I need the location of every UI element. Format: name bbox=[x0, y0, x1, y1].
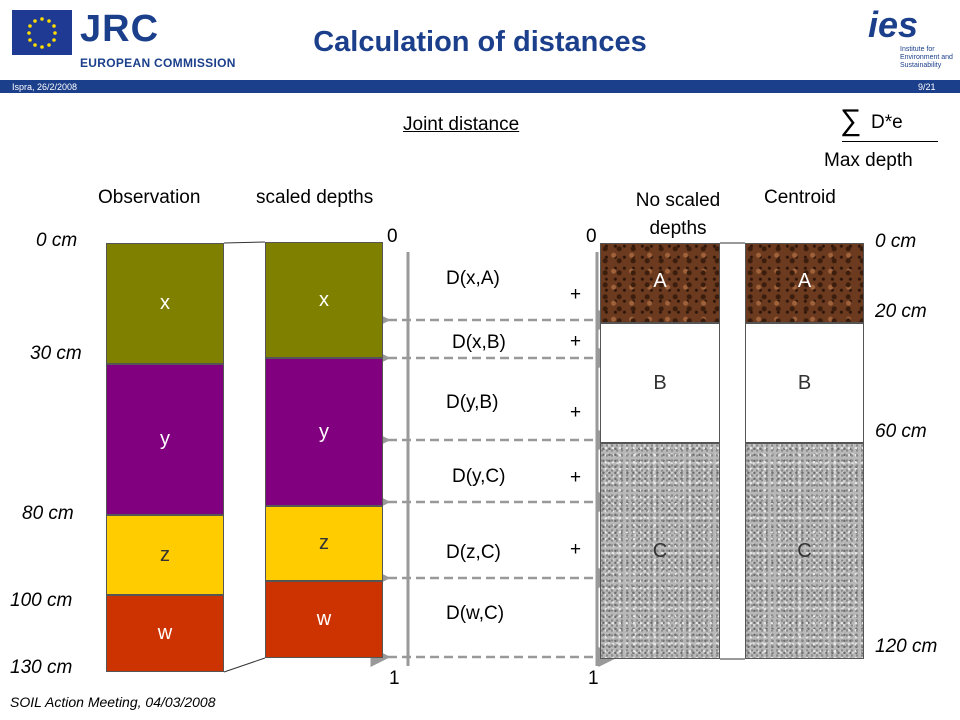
eu-flag-logo bbox=[12, 10, 72, 55]
plus-sign: + bbox=[570, 402, 582, 423]
depth-label: 80 cm bbox=[22, 503, 74, 524]
distance-label: D(w,C) bbox=[446, 603, 505, 624]
depth-label: 100 cm bbox=[10, 590, 73, 611]
observation-header: Observation bbox=[98, 187, 201, 208]
centroid-layer-b: B bbox=[745, 323, 864, 443]
centroid-header: Centroid bbox=[764, 187, 836, 208]
depth-label: 60 cm bbox=[875, 421, 927, 442]
centroid-layer-c: C bbox=[745, 443, 864, 659]
distance-label: D(z,C) bbox=[446, 542, 501, 563]
observation-layer-w: w bbox=[106, 595, 224, 672]
observation-layer-z: z bbox=[106, 515, 224, 595]
left-axis-top: 0 bbox=[387, 226, 398, 247]
fraction-line bbox=[842, 141, 938, 142]
plus-sign: + bbox=[570, 539, 582, 560]
formula-denominator: Max depth bbox=[824, 150, 913, 171]
depth-label: 30 cm bbox=[30, 343, 82, 364]
ies-logo-subtitle: Institute for Environment and Sustainabi… bbox=[900, 46, 953, 69]
ies-logo: ies bbox=[868, 4, 919, 45]
depth-label: 0 cm bbox=[36, 230, 78, 251]
depth-label: 130 cm bbox=[10, 657, 73, 678]
depth-label: 120 cm bbox=[875, 636, 938, 657]
no-scaled-layer-a: A bbox=[600, 243, 720, 323]
observation-layer-y: y bbox=[106, 364, 224, 515]
sum-symbol: ∑ bbox=[840, 104, 862, 137]
depth-label: 0 cm bbox=[875, 231, 917, 252]
slide-number: 9/21 bbox=[918, 82, 936, 92]
centroid-layer-a: A bbox=[745, 243, 864, 323]
scaled-layer-w: w bbox=[265, 581, 383, 658]
scaled-depths-header: scaled depths bbox=[256, 187, 374, 208]
jrc-logo-subtitle: EUROPEAN COMMISSION bbox=[80, 56, 236, 70]
distance-label: D(x,B) bbox=[452, 332, 506, 353]
no-scaled-depths-header: No scaled depths bbox=[635, 190, 721, 239]
formula-numerator: D*e bbox=[871, 112, 903, 133]
header-band bbox=[0, 80, 960, 93]
right-axis-bottom: 1 bbox=[588, 668, 599, 689]
plus-sign: + bbox=[570, 467, 582, 488]
no-scaled-layer-c: C bbox=[600, 443, 720, 659]
plus-sign: + bbox=[570, 284, 582, 305]
slide-title: Calculation of distances bbox=[313, 26, 647, 58]
observation-layer-x: x bbox=[106, 243, 224, 364]
distance-label: D(y,B) bbox=[446, 392, 499, 413]
no-scaled-layer-b: B bbox=[600, 323, 720, 443]
scaled-layer-y: y bbox=[265, 358, 383, 506]
joint-distance-heading: Joint distance bbox=[403, 114, 520, 135]
scaled-layer-x: x bbox=[265, 242, 383, 358]
distance-label: D(y,C) bbox=[452, 466, 506, 487]
plus-sign: + bbox=[570, 331, 582, 352]
left-axis-bottom: 1 bbox=[389, 668, 400, 689]
footer-text: SOIL Action Meeting, 04/03/2008 bbox=[10, 694, 216, 710]
right-axis-top: 0 bbox=[586, 226, 597, 247]
depth-label: 20 cm bbox=[875, 301, 927, 322]
distance-label: D(x,A) bbox=[446, 268, 500, 289]
jrc-logo-text: JRC bbox=[80, 8, 160, 50]
scaled-layer-z: z bbox=[265, 506, 383, 581]
place-date: Ispra, 26/2/2008 bbox=[12, 82, 78, 92]
